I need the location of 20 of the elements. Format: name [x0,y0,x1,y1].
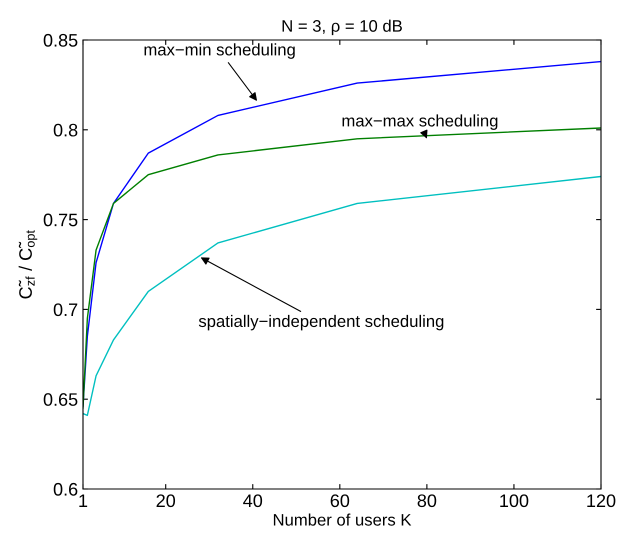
x-tick-label: 60 [330,494,350,508]
x-axis-title: Number of users K [274,513,412,526]
x-tick-label: 1 [79,494,88,507]
y-tick-label: 0.7 [54,303,78,316]
annotation: spatially−independent scheduling [198,314,444,330]
y-tick-label: 0.6 [54,482,78,496]
line-series [83,176,601,416]
x-tick-label: 100 [500,494,528,508]
annotation: max−max scheduling [342,114,498,130]
y-axis-title: C̃$_{zf}$ / C̃$_{opt}$ [18,230,38,299]
chart-title: N = 3, ρ = 10 dB [282,20,402,36]
x-tick-label: 40 [243,494,262,508]
y-tick-label: 0.85 [44,34,78,47]
y-tick-label: 0.65 [44,393,78,406]
y-tick-label: 0.8 [54,124,78,137]
y-tick-label: 0.75 [44,214,78,226]
x-tick-label: 20 [156,494,176,508]
x-tick-label: 80 [418,494,436,508]
annotation: max−min scheduling [144,43,295,59]
x-tick-label: 120 [587,494,616,508]
